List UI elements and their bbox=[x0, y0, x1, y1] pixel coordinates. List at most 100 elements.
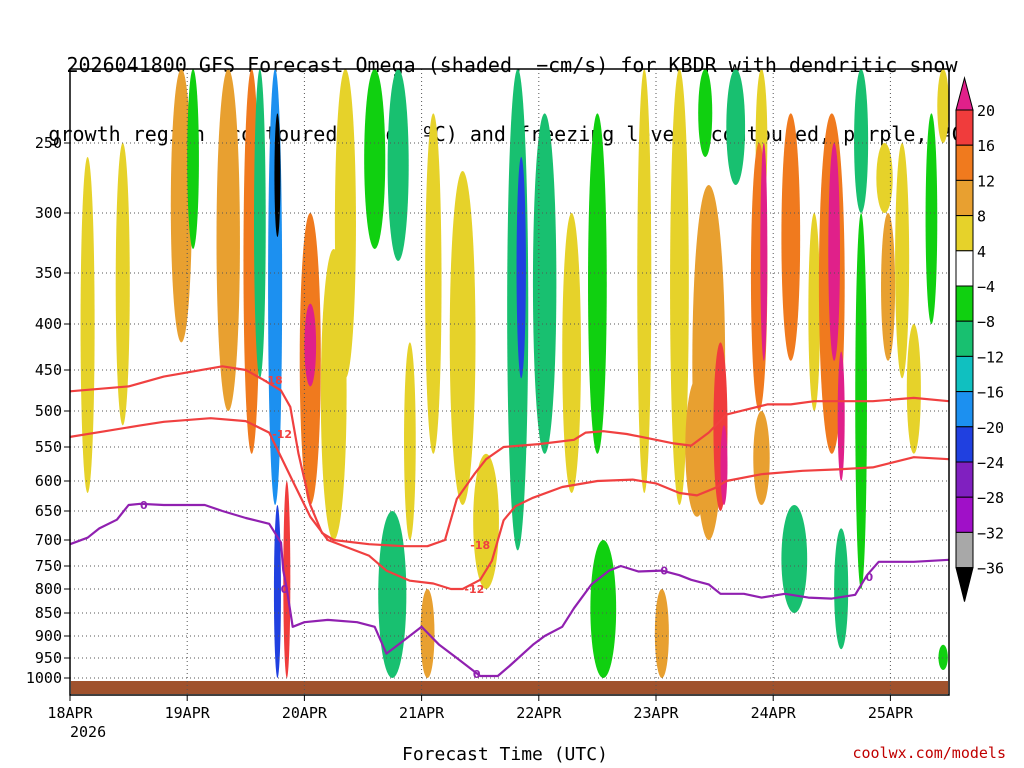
colorbar-label: 8 bbox=[977, 208, 986, 226]
omega-patch bbox=[881, 213, 896, 361]
colorbar-swatch bbox=[955, 109, 974, 146]
ground-strip bbox=[71, 681, 948, 694]
omega-patch bbox=[216, 69, 240, 411]
y-tick-label: 650 bbox=[35, 502, 62, 520]
x-tick-label: 24APR bbox=[751, 704, 797, 722]
y-tick-label: 750 bbox=[35, 557, 62, 575]
omega-patch bbox=[760, 143, 768, 361]
contour-dgz-line bbox=[70, 365, 949, 548]
plot-frame bbox=[69, 68, 950, 696]
omega-patch bbox=[562, 213, 581, 493]
omega-patch bbox=[516, 157, 526, 379]
omega-patch bbox=[938, 644, 948, 671]
colorbar-swatch bbox=[955, 144, 974, 181]
colorbar-swatch bbox=[955, 76, 974, 111]
credit-text: coolwx.com/models bbox=[852, 744, 1006, 762]
colorbar-label: −24 bbox=[977, 454, 1004, 472]
contour-label: -12 bbox=[464, 583, 484, 596]
x-tick-label: 21APR bbox=[399, 704, 445, 722]
omega-patch bbox=[115, 143, 130, 426]
omega-patch bbox=[781, 505, 808, 613]
y-tick-label: 700 bbox=[35, 531, 62, 549]
contour-label: -18 bbox=[263, 374, 283, 387]
omega-patch bbox=[449, 171, 476, 505]
omega-patch bbox=[670, 69, 689, 505]
colorbar-label: 20 bbox=[977, 102, 995, 120]
y-tick-label: 350 bbox=[35, 264, 62, 282]
x-tick-label: 19APR bbox=[165, 704, 211, 722]
colorbar-label: −20 bbox=[977, 419, 1004, 437]
colorbar-label: −12 bbox=[977, 348, 1004, 366]
colorbar-swatch bbox=[955, 355, 974, 393]
omega-patch bbox=[532, 113, 557, 454]
contour-label: 0 bbox=[140, 499, 148, 512]
colorbar-swatch bbox=[955, 320, 974, 357]
omega-patch bbox=[726, 69, 746, 185]
colorbar-swatch bbox=[955, 215, 974, 252]
y-tick-label: 950 bbox=[35, 649, 62, 667]
contour-label: -12 bbox=[272, 428, 292, 441]
omega-patch bbox=[720, 425, 728, 506]
omega-patch bbox=[425, 113, 442, 454]
colorbar-label: −4 bbox=[977, 278, 995, 296]
contour-label: 0 bbox=[473, 668, 481, 681]
below-ground-mask bbox=[71, 681, 948, 694]
omega-patch bbox=[187, 69, 199, 249]
colorbar-label: −28 bbox=[977, 489, 1004, 507]
colorbar-label: 4 bbox=[977, 243, 986, 261]
omega-patch bbox=[654, 589, 669, 678]
colorbar-label: −16 bbox=[977, 384, 1004, 402]
colorbar-label: 12 bbox=[977, 172, 995, 190]
omega-patch bbox=[273, 505, 281, 678]
colorbar-swatch bbox=[955, 496, 974, 533]
x-year-label: 2026 bbox=[70, 723, 106, 741]
y-tick-label: 300 bbox=[35, 204, 62, 222]
y-tick-label: 1000 bbox=[26, 669, 62, 687]
omega-patch bbox=[876, 143, 893, 213]
omega-shading bbox=[80, 69, 949, 678]
contour-label: 0 bbox=[281, 583, 289, 596]
omega-patch bbox=[854, 69, 869, 213]
colorbar-swatch bbox=[955, 567, 974, 602]
contour-dgz-line bbox=[70, 417, 949, 591]
omega-patch bbox=[404, 342, 416, 540]
y-tick-label: 400 bbox=[35, 315, 62, 333]
omega-patch bbox=[80, 157, 95, 493]
omega-patch bbox=[170, 69, 192, 343]
colorbar-label: −32 bbox=[977, 524, 1004, 542]
omega-patch bbox=[753, 411, 770, 505]
colorbar-swatch bbox=[955, 179, 974, 217]
x-axis-ticks: 18APR 19APR 20APR 21APR 22APR 23APR 24APR 25APR… bbox=[47, 695, 914, 741]
contour-lines bbox=[70, 365, 949, 678]
omega-patch bbox=[378, 511, 407, 678]
colorbar-swatch bbox=[955, 426, 974, 463]
omega-patch bbox=[304, 303, 317, 387]
y-tick-label: 900 bbox=[35, 627, 62, 645]
omega-patch bbox=[364, 69, 386, 249]
y-tick-label: 800 bbox=[35, 580, 62, 598]
omega-patch bbox=[937, 69, 949, 143]
x-tick-label: 20APR bbox=[282, 704, 328, 722]
omega-patch bbox=[837, 351, 845, 481]
y-tick-label: 250 bbox=[35, 134, 62, 152]
omega-patch bbox=[637, 69, 652, 493]
contour-label: 0 bbox=[865, 571, 873, 584]
contour-labels: -18 -18 -12 -12 0 0 0 0 0 bbox=[140, 374, 873, 681]
x-tick-label: 22APR bbox=[516, 704, 562, 722]
omega-patch bbox=[254, 69, 266, 379]
y-axis-ticks: 250 300 350 400 450 500 550 600 650 700 750 800 850 9… bbox=[26, 134, 70, 687]
colorbar-swatch bbox=[955, 531, 974, 569]
omega-patch bbox=[698, 69, 713, 157]
omega-patch bbox=[781, 113, 801, 361]
omega-patch bbox=[808, 213, 821, 411]
contour-freezing-level-line bbox=[70, 502, 949, 678]
y-tick-label: 550 bbox=[35, 438, 62, 456]
y-tick-label: 600 bbox=[35, 472, 62, 490]
colorbar-swatch bbox=[955, 391, 974, 428]
omega-patch bbox=[925, 113, 938, 324]
colorbar-swatch bbox=[955, 461, 974, 498]
y-tick-label: 500 bbox=[35, 402, 62, 420]
colorbar-swatch bbox=[955, 250, 974, 287]
colorbar: 20 16 12 8 4 −4 −8 −12 −16 −20 −24 −28 −32 −36 bbox=[955, 76, 1004, 602]
x-tick-label: 25APR bbox=[868, 704, 914, 722]
